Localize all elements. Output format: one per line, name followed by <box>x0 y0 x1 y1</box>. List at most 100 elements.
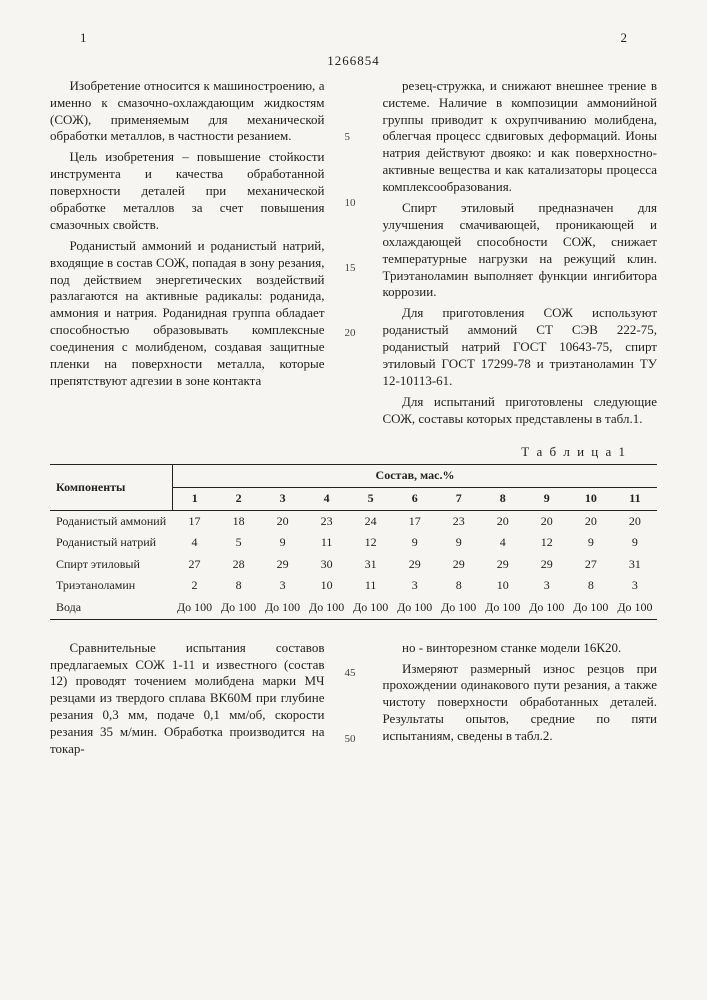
table-row: Триэтаноламин28310113810383 <box>50 575 657 597</box>
row-name: Роданистый натрий <box>50 532 173 554</box>
para: Измеряют размерный износ резцов при прох… <box>383 661 658 745</box>
th-col: 3 <box>261 488 305 511</box>
cell: 9 <box>437 532 481 554</box>
table-row: ВодаДо 100До 100До 100До 100До 100До 100… <box>50 597 657 619</box>
th-col: 2 <box>217 488 261 511</box>
table1: Компоненты Состав, мас.% 1 2 3 4 5 6 7 8… <box>50 464 657 619</box>
cell: 18 <box>217 510 261 532</box>
cell: 29 <box>261 554 305 576</box>
table-row: Роданистый натрий45911129941299 <box>50 532 657 554</box>
cell: 10 <box>481 575 525 597</box>
cell: 23 <box>437 510 481 532</box>
cell: 17 <box>173 510 217 532</box>
line-number-gutter-bottom: 45 50 <box>345 640 363 762</box>
th-col: 4 <box>305 488 349 511</box>
cell: 28 <box>217 554 261 576</box>
cell: 8 <box>217 575 261 597</box>
cell: 31 <box>349 554 393 576</box>
cell: 29 <box>481 554 525 576</box>
cell: 3 <box>393 575 437 597</box>
th-col: 6 <box>393 488 437 511</box>
th-composition: Состав, мас.% <box>173 465 657 488</box>
cell: 24 <box>349 510 393 532</box>
cell: 31 <box>613 554 657 576</box>
cell: До 100 <box>481 597 525 619</box>
para: Цель изобретения – повышение стойкости и… <box>50 149 325 233</box>
cell: 27 <box>173 554 217 576</box>
cell: До 100 <box>393 597 437 619</box>
cell: До 100 <box>613 597 657 619</box>
table-row: Спирт этиловый2728293031292929292731 <box>50 554 657 576</box>
line-marker: 10 <box>345 196 356 210</box>
th-col: 7 <box>437 488 481 511</box>
cell: 20 <box>525 510 569 532</box>
cell: 29 <box>437 554 481 576</box>
cell: До 100 <box>261 597 305 619</box>
cell: 11 <box>349 575 393 597</box>
th-col: 11 <box>613 488 657 511</box>
cell: 4 <box>481 532 525 554</box>
cell: 29 <box>525 554 569 576</box>
cell: До 100 <box>569 597 613 619</box>
cell: До 100 <box>305 597 349 619</box>
row-name: Вода <box>50 597 173 619</box>
cell: 20 <box>569 510 613 532</box>
cell: 20 <box>261 510 305 532</box>
line-marker: 45 <box>345 666 356 680</box>
cell: До 100 <box>173 597 217 619</box>
cell: 29 <box>393 554 437 576</box>
cell: 12 <box>525 532 569 554</box>
page-header: 1 2 <box>50 30 657 47</box>
line-marker: 5 <box>345 130 351 144</box>
table1-body: Роданистый аммоний1718202324172320202020… <box>50 510 657 619</box>
para: Сравнительные испытания составов предлаг… <box>50 640 325 758</box>
cell: 17 <box>393 510 437 532</box>
th-col: 10 <box>569 488 613 511</box>
para: резец-стружка, и снижают внешнее трение … <box>383 78 658 196</box>
para: Изобретение относится к машиностроению, … <box>50 78 325 146</box>
table-row: Роданистый аммоний1718202324172320202020 <box>50 510 657 532</box>
body-columns: Изобретение относится к машиностроению, … <box>50 78 657 432</box>
doc-number: 1266854 <box>50 53 657 70</box>
cell: 8 <box>569 575 613 597</box>
th-col: 9 <box>525 488 569 511</box>
column-left: Изобретение относится к машиностроению, … <box>50 78 325 432</box>
cell: 3 <box>261 575 305 597</box>
cell: 10 <box>305 575 349 597</box>
cell: 2 <box>173 575 217 597</box>
bottom-col-left: Сравнительные испытания составов предлаг… <box>50 640 325 762</box>
line-number-gutter: 5 10 15 20 <box>345 78 363 432</box>
cell: 12 <box>349 532 393 554</box>
line-marker: 20 <box>345 326 356 340</box>
row-name: Роданистый аммоний <box>50 510 173 532</box>
cell: 11 <box>305 532 349 554</box>
cell: 8 <box>437 575 481 597</box>
line-marker: 50 <box>345 732 356 746</box>
row-name: Триэтаноламин <box>50 575 173 597</box>
th-col: 5 <box>349 488 393 511</box>
cell: 5 <box>217 532 261 554</box>
cell: До 100 <box>349 597 393 619</box>
th-col: 8 <box>481 488 525 511</box>
page-num-left: 1 <box>80 30 87 47</box>
cell: 3 <box>525 575 569 597</box>
row-name: Спирт этиловый <box>50 554 173 576</box>
cell: 9 <box>569 532 613 554</box>
cell: 27 <box>569 554 613 576</box>
bottom-columns: Сравнительные испытания составов предлаг… <box>50 640 657 762</box>
cell: 3 <box>613 575 657 597</box>
page-num-right: 2 <box>621 30 628 47</box>
para: Для приготовления СОЖ используют роданис… <box>383 305 658 389</box>
para: Спирт этиловый предназначен для улучшени… <box>383 200 658 301</box>
cell: 9 <box>261 532 305 554</box>
th-col: 1 <box>173 488 217 511</box>
para: Роданистый аммоний и роданистый натрий, … <box>50 238 325 390</box>
cell: 23 <box>305 510 349 532</box>
cell: 30 <box>305 554 349 576</box>
cell: До 100 <box>437 597 481 619</box>
cell: 9 <box>393 532 437 554</box>
column-right: резец-стружка, и снижают внешнее трение … <box>383 78 658 432</box>
table1-caption: Т а б л и ц а 1 <box>50 444 627 461</box>
line-marker: 15 <box>345 261 356 275</box>
cell: 20 <box>613 510 657 532</box>
